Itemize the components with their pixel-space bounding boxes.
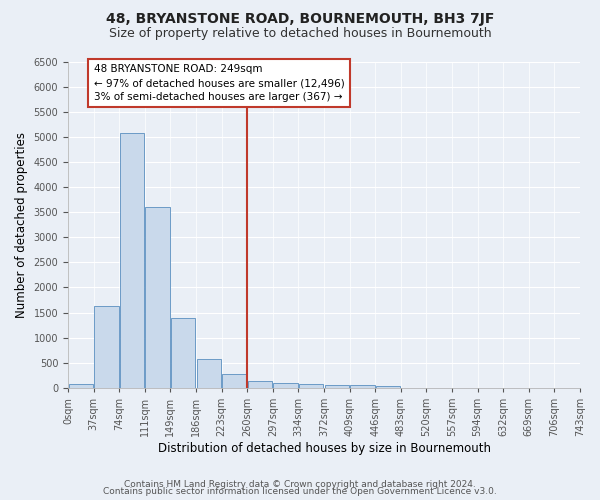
Bar	[120, 133, 144, 388]
Bar	[274, 383, 298, 388]
Bar	[197, 359, 221, 388]
Text: 48, BRYANSTONE ROAD, BOURNEMOUTH, BH3 7JF: 48, BRYANSTONE ROAD, BOURNEMOUTH, BH3 7J…	[106, 12, 494, 26]
Bar	[376, 386, 400, 388]
Bar	[68, 384, 93, 388]
Bar	[94, 306, 119, 388]
Bar	[325, 385, 349, 388]
Bar	[171, 318, 196, 388]
Y-axis label: Number of detached properties: Number of detached properties	[15, 132, 28, 318]
Text: 48 BRYANSTONE ROAD: 249sqm
← 97% of detached houses are smaller (12,496)
3% of s: 48 BRYANSTONE ROAD: 249sqm ← 97% of deta…	[94, 64, 344, 102]
Text: Contains HM Land Registry data © Crown copyright and database right 2024.: Contains HM Land Registry data © Crown c…	[124, 480, 476, 489]
Bar	[350, 386, 374, 388]
Bar	[248, 381, 272, 388]
X-axis label: Distribution of detached houses by size in Bournemouth: Distribution of detached houses by size …	[158, 442, 491, 455]
Text: Size of property relative to detached houses in Bournemouth: Size of property relative to detached ho…	[109, 28, 491, 40]
Bar	[222, 374, 247, 388]
Bar	[299, 384, 323, 388]
Text: Contains public sector information licensed under the Open Government Licence v3: Contains public sector information licen…	[103, 487, 497, 496]
Bar	[145, 207, 170, 388]
